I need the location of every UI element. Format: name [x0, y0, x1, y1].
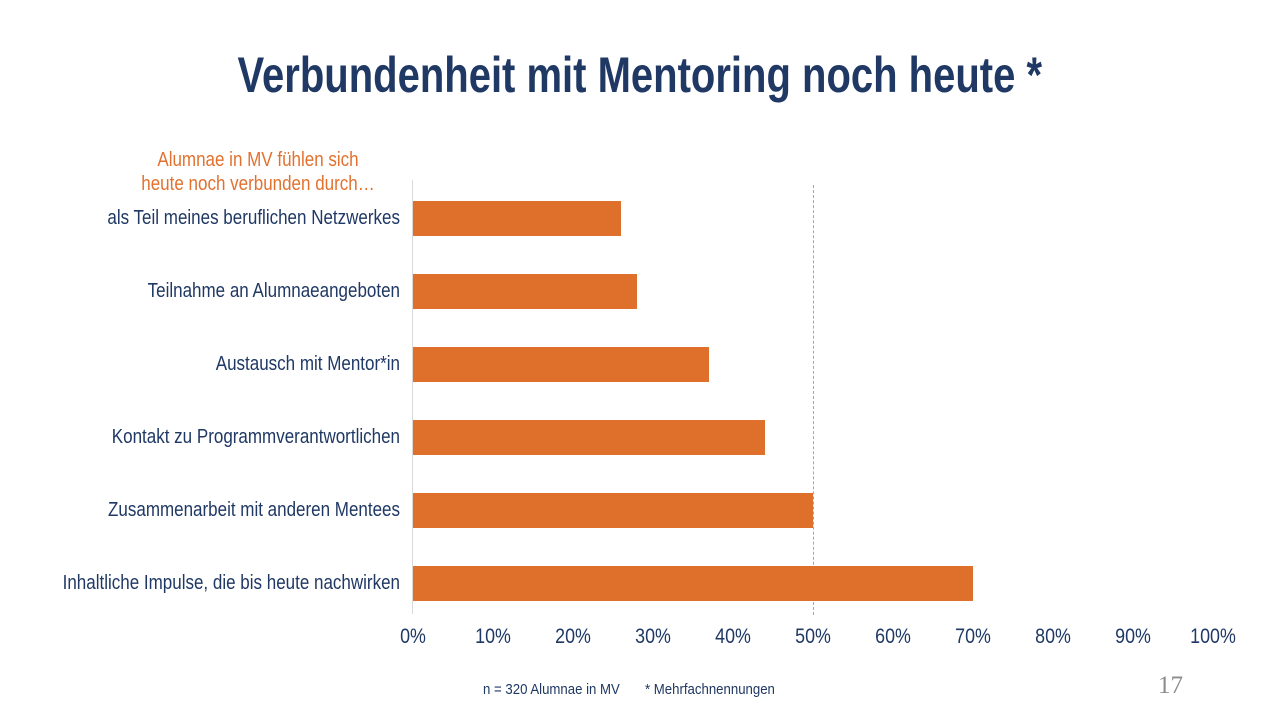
- y-axis-line: [412, 180, 413, 614]
- reference-line-50-percent: [813, 185, 814, 615]
- category-label: Zusammenarbeit mit anderen Mentees: [108, 499, 401, 521]
- plot-area: [413, 180, 1213, 616]
- category-label: Austausch mit Mentor*in: [215, 353, 400, 375]
- bar-segment: [413, 493, 813, 528]
- slide-title-text: Verbundenheit mit Mentoring noch heute *: [237, 47, 1043, 103]
- chart-axis-note-line: Alumnae in MV fühlen sich: [157, 149, 359, 171]
- category-label: als Teil meines beruflichen Netzwerkes: [107, 207, 400, 229]
- x-axis-tick-label: 80%: [1035, 625, 1071, 648]
- x-axis: 0% 10% 20% 30% 40% 50% 60% 70% 80% 90% 100%: [400, 625, 1236, 651]
- footnote-multiple-answers: * Mehrfachnennungen: [645, 681, 775, 698]
- chart-axis-note-line: heute noch verbunden durch…: [141, 173, 375, 195]
- x-axis-tick-label: 0%: [400, 625, 426, 648]
- x-axis-tick-label: 10%: [475, 625, 511, 648]
- bar-segment: [413, 420, 765, 455]
- x-axis-tick-label: 90%: [1115, 625, 1151, 648]
- slide-title: Verbundenheit mit Mentoring noch heute *: [0, 46, 1280, 104]
- page-number: 17: [1158, 672, 1183, 699]
- x-axis-tick-label: 20%: [555, 625, 591, 648]
- category-label: Inhaltliche Impulse, die bis heute nachw…: [62, 572, 400, 594]
- category-label: Teilnahme an Alumnaeangeboten: [147, 280, 400, 302]
- category-label: Kontakt zu Programmverantwortlichen: [111, 426, 401, 448]
- x-axis-tick-label: 100%: [1190, 625, 1236, 648]
- category-label-column: als Teil meines beruflichen Netzwerkes Te…: [0, 180, 400, 616]
- x-axis-tick-label: 60%: [875, 625, 911, 648]
- x-axis-tick-label: 50%: [795, 625, 831, 648]
- footnote-sample-size: n = 320 Alumnae in MV: [483, 681, 620, 698]
- chart-axis-note: Alumnae in MV fühlen sich heute noch verb…: [88, 148, 428, 196]
- bar-segment: [413, 566, 973, 601]
- bar-segment: [413, 347, 709, 382]
- bar-segment: [413, 201, 621, 236]
- x-axis-tick-label: 40%: [715, 625, 751, 648]
- x-axis-tick-label: 30%: [635, 625, 671, 648]
- x-axis-tick-label: 70%: [955, 625, 991, 648]
- bar-segment: [413, 274, 637, 309]
